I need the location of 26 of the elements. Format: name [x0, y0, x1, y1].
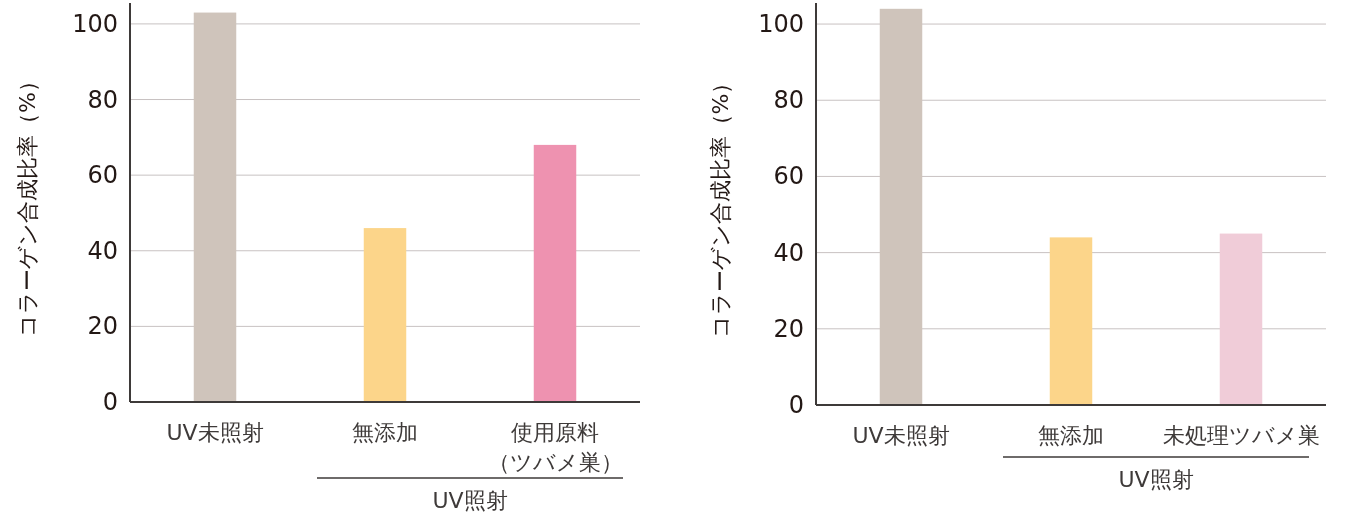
- bar: [1219, 233, 1263, 405]
- y-tick-label: 80: [773, 86, 804, 115]
- bar: [533, 144, 577, 402]
- y-tick-label: 0: [788, 391, 804, 419]
- y-tick-label: 60: [773, 162, 804, 191]
- y-tick-label: 0: [102, 388, 118, 416]
- x-tick-label: 無添加: [352, 420, 418, 445]
- x-tick-label: 無添加: [1038, 423, 1104, 448]
- y-axis-title: コラーゲン合成比率（%）: [15, 70, 40, 337]
- bar: [1049, 237, 1093, 405]
- y-tick-label: 100: [72, 9, 118, 38]
- y-tick-label: 60: [87, 161, 118, 190]
- y-tick-label: 20: [87, 312, 118, 341]
- y-tick-label: 20: [773, 314, 804, 343]
- text: UV照射: [432, 488, 508, 513]
- x-tick-label: UV未照射: [852, 423, 950, 448]
- x-tick-label: UV未照射: [166, 420, 264, 445]
- y-axis-title: コラーゲン合成比率（%）: [708, 71, 733, 339]
- y-tick-label: 40: [87, 236, 118, 265]
- y-tick-label: 100: [758, 10, 804, 39]
- text: UV照射: [1118, 467, 1194, 492]
- y-tick-label: 80: [87, 85, 118, 114]
- x-tick-label: 未処理ツバメ巣: [1162, 423, 1320, 448]
- bar: [363, 228, 407, 402]
- x-tick-label: 使用原料（ツバメ巣）: [487, 420, 623, 475]
- y-tick-label: 40: [773, 238, 804, 267]
